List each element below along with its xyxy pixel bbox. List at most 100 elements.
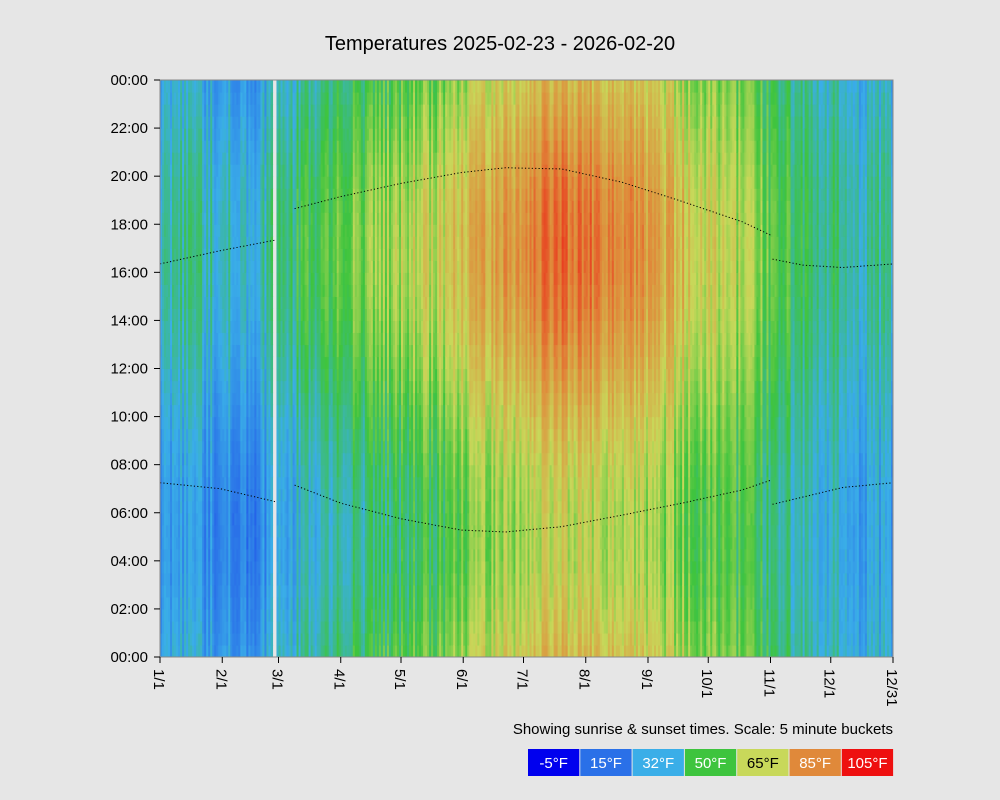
heatmap-cell — [226, 596, 229, 610]
heatmap-cell — [200, 224, 203, 237]
heatmap-cell — [182, 224, 185, 237]
heatmap-cell — [290, 284, 294, 297]
heatmap-cell — [298, 440, 302, 454]
heatmap-cell — [216, 488, 219, 502]
heatmap-cell — [252, 140, 255, 153]
heatmap-cell — [234, 440, 237, 454]
heatmap-cell — [308, 200, 312, 213]
heatmap-cell — [308, 572, 312, 586]
heatmap-cell — [246, 512, 249, 526]
heatmap-cell — [302, 536, 306, 550]
heatmap-cell — [346, 548, 350, 562]
heatmap-cell — [198, 416, 201, 430]
heatmap-cell — [190, 560, 193, 574]
heatmap-cell — [318, 236, 322, 249]
heatmap-cell — [164, 476, 167, 490]
heatmap-cell — [162, 584, 165, 598]
heatmap-cell — [342, 620, 346, 634]
heatmap-cell — [330, 272, 334, 285]
heatmap-cell — [226, 392, 229, 406]
heatmap-cell — [250, 152, 253, 165]
heatmap-cell — [168, 476, 171, 490]
heatmap-cell — [246, 224, 249, 237]
heatmap-cell — [286, 272, 290, 285]
heatmap-cell — [278, 368, 282, 382]
heatmap-cell — [160, 200, 163, 213]
heatmap-cell — [178, 92, 181, 105]
heatmap-cell — [336, 248, 340, 261]
heatmap-cell — [288, 140, 292, 153]
heatmap-cell — [312, 320, 316, 334]
heatmap-cell — [242, 212, 245, 225]
heatmap-cell — [332, 188, 336, 201]
heatmap-cell — [198, 560, 201, 574]
heatmap-cell — [308, 404, 312, 418]
heatmap-cell — [226, 476, 229, 490]
heatmap-cell — [242, 284, 245, 297]
heatmap-cell — [306, 560, 310, 574]
heatmap-cell — [264, 404, 268, 418]
heatmap-cell — [244, 560, 247, 574]
heatmap-cell — [332, 620, 336, 634]
heatmap-cell — [334, 416, 338, 430]
heatmap-cell — [214, 140, 217, 153]
heatmap-cell — [260, 140, 264, 153]
heatmap-cell — [222, 212, 225, 225]
heatmap-cell — [334, 320, 338, 334]
heatmap-cell — [294, 524, 298, 538]
heatmap-cell — [162, 248, 165, 261]
heatmap-cell — [332, 356, 336, 370]
heatmap-cell — [222, 392, 225, 406]
heatmap-cell — [298, 476, 302, 490]
heatmap-cell — [164, 620, 167, 634]
heatmap-cell — [192, 392, 195, 406]
heatmap-cell — [224, 512, 227, 526]
heatmap-cell — [318, 200, 322, 213]
heatmap-cell — [182, 608, 185, 622]
heatmap-cell — [174, 416, 177, 430]
heatmap-cell — [308, 356, 312, 370]
heatmap-cell — [278, 80, 282, 93]
heatmap-cell — [230, 296, 233, 309]
heatmap-cell — [182, 560, 185, 574]
heatmap-cell — [290, 212, 294, 225]
heatmap-cell — [166, 620, 169, 634]
heatmap-cell — [186, 440, 189, 454]
heatmap-cell — [214, 92, 217, 105]
heatmap-cell — [334, 80, 338, 93]
heatmap-cell — [304, 212, 308, 225]
heatmap-cell — [276, 224, 280, 237]
heatmap-cell — [302, 608, 306, 622]
heatmap-cell — [178, 512, 181, 526]
heatmap-cell — [212, 188, 215, 201]
heatmap-cell — [326, 488, 330, 502]
heatmap-cell — [262, 500, 266, 514]
heatmap-cell — [308, 416, 312, 430]
heatmap-cell — [296, 536, 300, 550]
heatmap-cell — [232, 536, 235, 550]
heatmap-cell — [210, 464, 213, 478]
heatmap-cell — [340, 536, 344, 550]
heatmap-cell — [160, 644, 163, 657]
heatmap-cell — [258, 476, 262, 490]
heatmap-cell — [296, 164, 300, 177]
heatmap-cell — [210, 356, 213, 370]
heatmap-cell — [304, 176, 308, 189]
heatmap-cell — [268, 548, 272, 562]
heatmap-cell — [194, 164, 197, 177]
heatmap-cell — [248, 560, 251, 574]
heatmap-cell — [198, 500, 201, 514]
heatmap-cell — [308, 272, 312, 285]
heatmap-cell — [192, 476, 195, 490]
heatmap-cell — [310, 440, 314, 454]
heatmap-cell — [230, 596, 233, 610]
heatmap-cell — [194, 212, 197, 225]
heatmap-cell — [192, 188, 195, 201]
heatmap-cell — [346, 368, 350, 382]
heatmap-cell — [178, 488, 181, 502]
heatmap-cell — [252, 260, 255, 273]
heatmap-cell — [276, 392, 280, 406]
heatmap-cell — [220, 212, 223, 225]
heatmap-cell — [218, 632, 221, 646]
heatmap-cell — [306, 404, 310, 418]
